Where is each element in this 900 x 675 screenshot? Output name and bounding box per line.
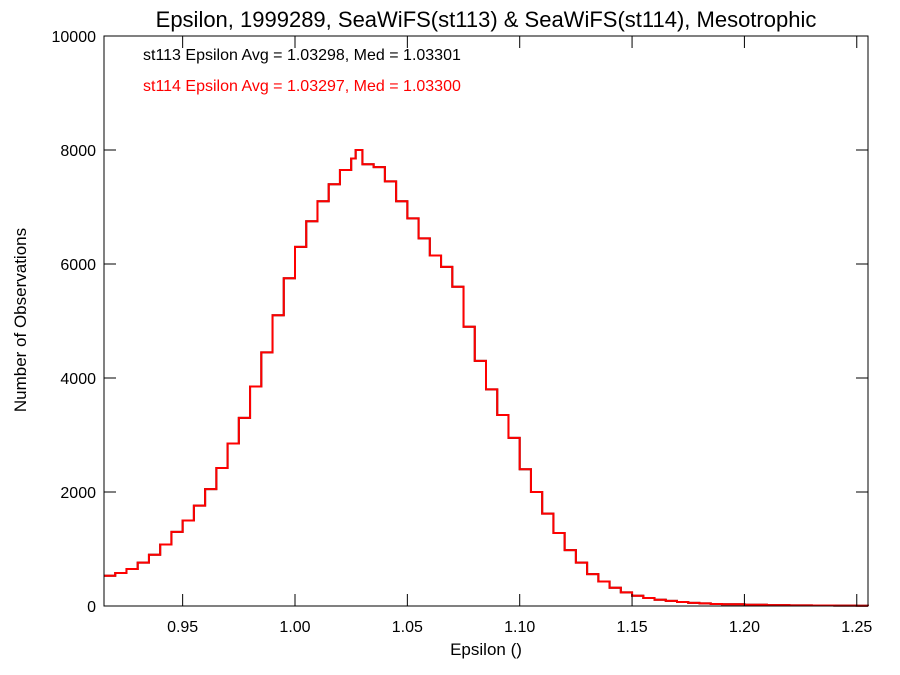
series-line-st114	[104, 149, 869, 607]
x-axis-label: Epsilon ()	[450, 640, 522, 659]
x-axis: 0.95 1.00 1.05 1.10 1.15 1.20 1.25	[167, 36, 872, 636]
y-axis-label: Number of Observations	[11, 228, 30, 412]
x-tick-label: 1.25	[841, 619, 872, 636]
x-tick-label: 1.10	[504, 619, 535, 636]
y-tick-label: 6000	[60, 257, 96, 274]
x-tick-label: 1.00	[279, 619, 310, 636]
x-tick-label: 1.05	[392, 619, 423, 636]
x-tick-label: 0.95	[167, 619, 198, 636]
y-tick-label: 2000	[60, 485, 96, 502]
y-axis: 0 2000 4000 6000 8000 10000	[52, 29, 868, 616]
x-tick-label: 1.15	[616, 619, 647, 636]
annotation-st114: st114 Epsilon Avg = 1.03297, Med = 1.033…	[143, 78, 461, 95]
plot-frame	[103, 35, 869, 607]
x-tick-label: 1.20	[729, 619, 760, 636]
y-tick-label: 0	[87, 599, 96, 616]
series-layer	[104, 149, 869, 607]
y-tick-label: 8000	[60, 143, 96, 160]
chart-title: Epsilon, 1999289, SeaWiFS(st113) & SeaWi…	[156, 7, 817, 32]
annotation-st113: st113 Epsilon Avg = 1.03298, Med = 1.033…	[143, 47, 461, 64]
y-tick-label: 4000	[60, 371, 96, 388]
y-tick-label: 10000	[52, 29, 97, 46]
